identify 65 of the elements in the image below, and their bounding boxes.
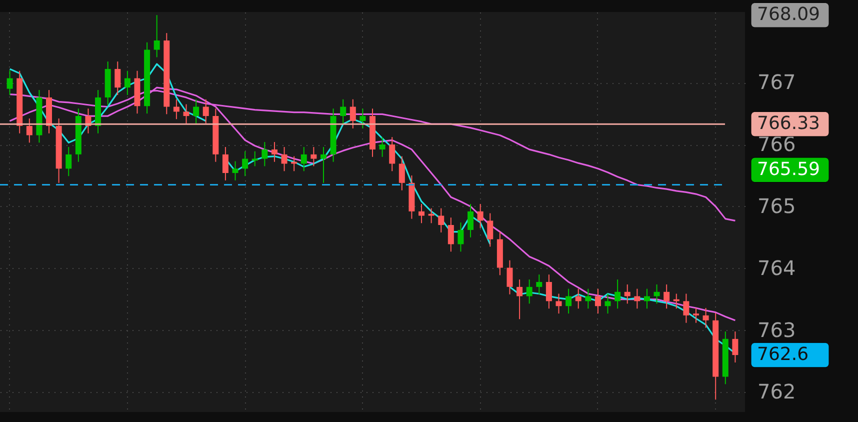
text: 768.09	[757, 4, 820, 26]
candlestick	[506, 260, 513, 295]
candlestick	[398, 156, 405, 191]
candlestick	[487, 212, 494, 248]
candlestick	[262, 142, 268, 167]
candlestick	[644, 288, 650, 310]
candlestick	[66, 146, 72, 177]
candlestick	[594, 288, 601, 314]
candlestick	[477, 203, 484, 229]
candlestick	[222, 146, 228, 181]
candlestick	[114, 61, 121, 96]
y-tick-label: 766	[758, 132, 796, 156]
candlestick	[26, 118, 32, 144]
line-series	[9, 86, 736, 322]
candlestick	[173, 98, 180, 120]
y-tick-label: 763	[758, 318, 796, 342]
candlestick	[604, 293, 611, 314]
candlestick	[448, 217, 454, 252]
candlestick	[360, 108, 366, 129]
candlestick	[516, 278, 523, 320]
candlestick	[536, 274, 542, 295]
text: 765.59	[757, 158, 820, 180]
candlestick	[418, 203, 425, 224]
text: 762.6	[757, 344, 809, 366]
candlestick	[310, 146, 317, 167]
candlestick	[6, 70, 13, 96]
candlestick	[320, 146, 326, 184]
candlestick	[526, 278, 532, 304]
candlestick	[664, 284, 670, 310]
candlestick	[389, 136, 396, 172]
y-tick-label: 767	[758, 70, 796, 94]
candlestick	[340, 98, 346, 124]
candlestick	[124, 70, 130, 96]
candlestick	[232, 160, 238, 181]
candlestick	[154, 14, 160, 58]
candlestick	[683, 293, 690, 324]
candlestick	[281, 146, 288, 172]
candlestick	[732, 331, 738, 363]
candlestick	[183, 104, 190, 124]
candlestick	[575, 288, 582, 310]
candlestick	[350, 98, 356, 129]
candlestick	[566, 288, 572, 314]
candlestick	[614, 278, 621, 310]
candlestick	[300, 146, 307, 172]
y-tick-label: 764	[758, 256, 796, 280]
y-tick-label: 762	[758, 380, 796, 404]
y-tick-label: 765	[758, 194, 796, 218]
candlestick	[654, 284, 660, 304]
candlestick	[624, 284, 630, 304]
candlestick	[202, 98, 209, 124]
candlestick	[468, 203, 474, 238]
candlestick	[634, 288, 640, 310]
candlestick	[546, 274, 552, 310]
candlestick	[271, 142, 278, 162]
candlestick	[193, 98, 200, 124]
candlestick	[692, 307, 699, 324]
candlestick	[252, 150, 258, 167]
candlestick	[556, 293, 562, 314]
candlestick	[438, 208, 444, 233]
ref-line-label: 766.33	[757, 113, 820, 134]
candlestick	[702, 307, 709, 328]
candlestick	[242, 150, 248, 177]
candlestick	[585, 288, 592, 310]
candlestick	[379, 136, 386, 158]
candlestick	[458, 222, 464, 252]
